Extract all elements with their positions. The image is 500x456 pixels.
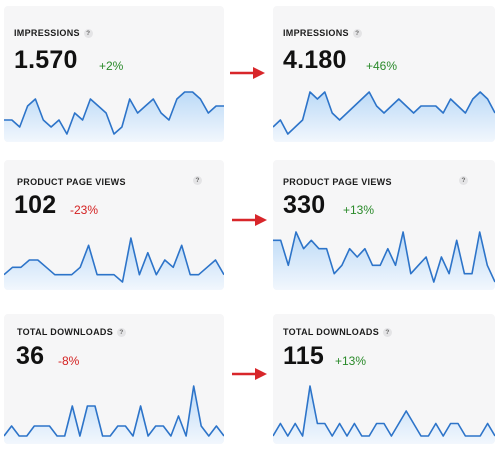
sparkline-line	[273, 231, 495, 283]
sparkline-area	[4, 386, 224, 444]
metric-delta: +13%	[335, 354, 367, 368]
card-title: TOTAL DOWNLOADS	[17, 327, 113, 337]
help-icon[interactable]: ?	[383, 328, 392, 337]
product-page-views-card-before: PRODUCT PAGE VIEWS ? 102 -23%	[4, 160, 224, 290]
metric-value: 330	[283, 191, 326, 219]
card-title: TOTAL DOWNLOADS	[283, 327, 379, 337]
sparkline	[4, 91, 224, 142]
red-right-arrow-icon	[232, 368, 267, 380]
help-icon[interactable]: ?	[352, 29, 362, 38]
metric-value: 102	[14, 191, 57, 219]
metric-delta: -8%	[58, 354, 80, 368]
total-downloads-card-after: TOTAL DOWNLOADS? 115 +13%	[273, 314, 495, 444]
card-title: PRODUCT PAGE VIEWS	[17, 177, 126, 187]
metric-value: 4.180	[283, 46, 347, 74]
help-icon[interactable]: ?	[193, 176, 202, 185]
sparkline-line	[4, 91, 224, 135]
impressions-card-after: IMPRESSIONS? 4.180 +46%	[273, 6, 495, 142]
sparkline-area	[273, 232, 495, 290]
metric-value: 115	[283, 342, 324, 370]
help-icon[interactable]: ?	[83, 29, 93, 38]
metric-delta: +2%	[99, 59, 124, 73]
total-downloads-card-before: TOTAL DOWNLOADS? 36 -8%	[4, 314, 224, 444]
card-title: PRODUCT PAGE VIEWS	[283, 177, 392, 187]
metric-delta: +13%	[343, 203, 375, 217]
sparkline	[4, 237, 224, 290]
card-title: IMPRESSIONS	[14, 28, 80, 38]
sparkline	[4, 385, 224, 444]
sparkline-area	[4, 92, 224, 142]
metric-value: 1.570	[14, 46, 78, 74]
help-icon[interactable]: ?	[459, 176, 468, 185]
sparkline-area	[273, 92, 495, 142]
sparkline-line	[273, 385, 495, 437]
metric-value: 36	[16, 342, 45, 370]
sparkline	[273, 91, 495, 142]
card-title: IMPRESSIONS	[283, 28, 349, 38]
red-right-arrow-icon	[230, 67, 265, 79]
sparkline-line	[4, 385, 224, 437]
red-right-arrow-icon	[232, 214, 267, 226]
sparkline-line	[4, 237, 224, 283]
sparkline-area	[273, 386, 495, 444]
product-page-views-card-after: PRODUCT PAGE VIEWS ? 330 +13%	[273, 160, 495, 290]
sparkline	[273, 385, 495, 444]
metric-delta: -23%	[70, 203, 99, 217]
sparkline-line	[273, 91, 495, 135]
sparkline	[273, 231, 495, 290]
metric-delta: +46%	[366, 59, 398, 73]
impressions-card-before: IMPRESSIONS? 1.570 +2%	[4, 6, 224, 142]
sparkline-area	[4, 238, 224, 290]
help-icon[interactable]: ?	[117, 328, 126, 337]
